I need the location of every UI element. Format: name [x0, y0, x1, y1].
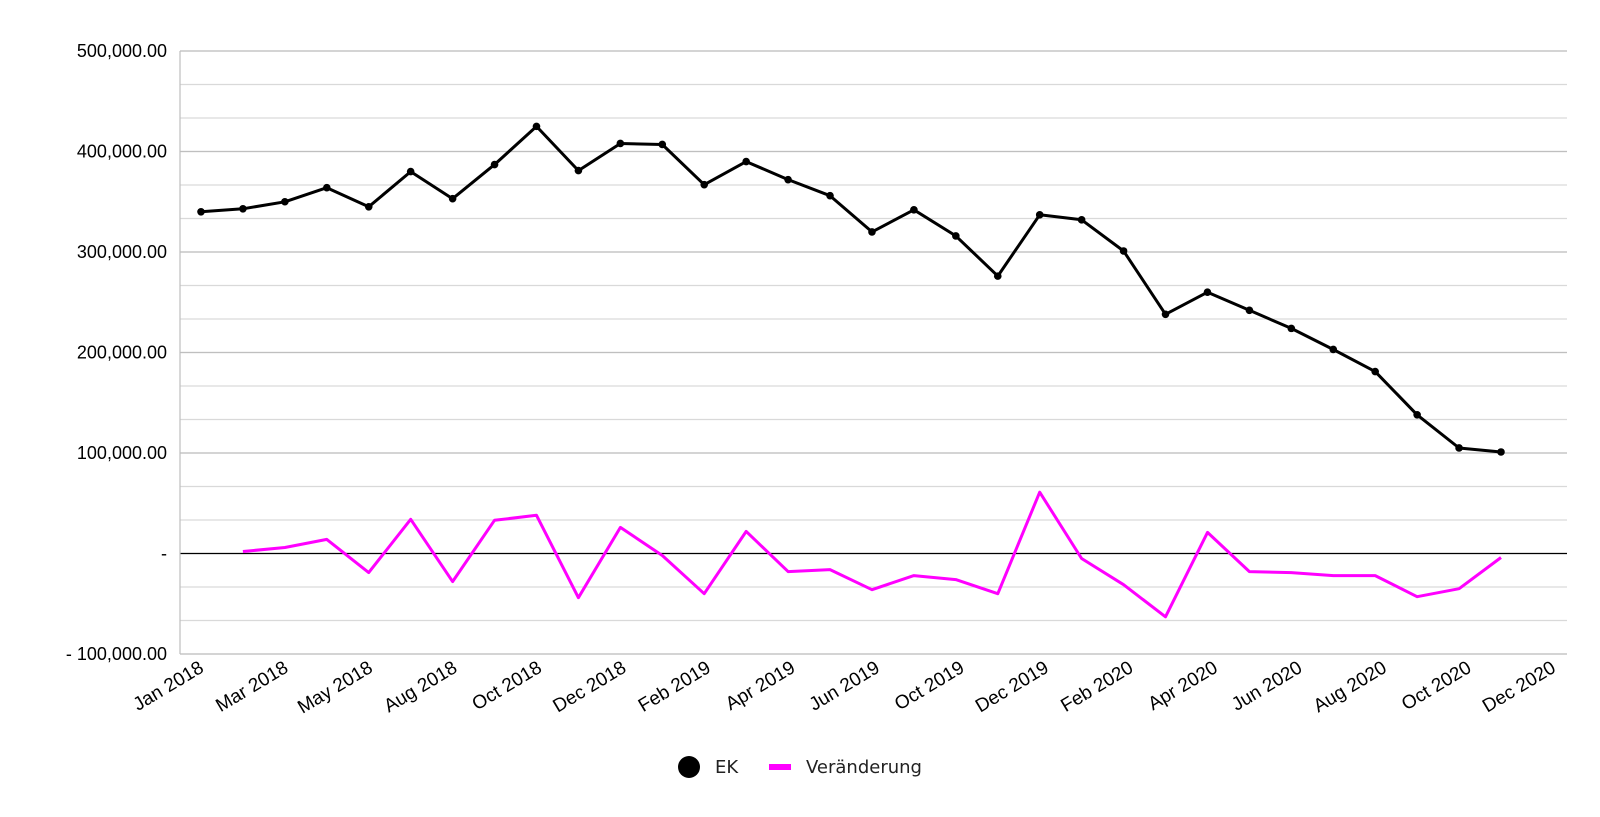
- data-point: [1329, 345, 1338, 354]
- data-point: [281, 197, 289, 206]
- x-tick-label: Oct 2018: [469, 657, 546, 715]
- y-tick-label: 100,000.00: [77, 443, 167, 463]
- x-tick-label: Aug 2020: [1310, 657, 1391, 717]
- data-point: [658, 140, 667, 149]
- data-point: [1497, 448, 1505, 456]
- y-tick-label: 200,000.00: [77, 343, 167, 363]
- data-point: [910, 205, 918, 214]
- data-point: [1203, 288, 1212, 297]
- x-tick-label: Aug 2018: [381, 657, 462, 717]
- x-tick-label: Jan 2018: [130, 657, 208, 715]
- x-tick-label: May 2018: [294, 657, 376, 718]
- x-tick-label: Jun 2020: [1228, 657, 1306, 715]
- data-point: [784, 175, 792, 184]
- y-tick-label: -: [161, 544, 167, 564]
- data-point: [1287, 324, 1296, 333]
- series-line-0: [200, 124, 1502, 454]
- x-tick-label: Dec 2018: [550, 657, 631, 717]
- data-point: [574, 166, 583, 175]
- x-tick-label: Mar 2018: [212, 657, 292, 716]
- data-point: [700, 180, 709, 189]
- x-axis-ticks: Jan 2018 Mar 2018 May 2018 Aug 2018 Oct 2018…: [130, 657, 1560, 718]
- y-tick-label: 500,000.00: [77, 41, 167, 61]
- data-point: [406, 167, 415, 176]
- y-axis-ticks: 500,000.00 400,000.00 300,000.00 200,000.00…: [66, 41, 167, 664]
- x-tick-label: Apr 2020: [1145, 657, 1222, 715]
- legend-marker-veraenderung: [769, 764, 791, 770]
- data-point: [1245, 306, 1254, 315]
- y-tick-label: 400,000.00: [77, 142, 167, 162]
- legend-marker-ek: [678, 756, 700, 778]
- data-point: [197, 208, 205, 216]
- gridlines: [180, 50, 1567, 655]
- y-tick-label: 300,000.00: [77, 242, 167, 262]
- data-point: [993, 272, 1002, 280]
- legend: EK Veränderung: [678, 756, 922, 778]
- data-point: [1371, 367, 1379, 376]
- series-layer: [197, 122, 1505, 619]
- x-tick-label: Feb 2019: [635, 657, 715, 716]
- y-tick-label: - 100,000.00: [66, 644, 167, 664]
- data-point: [323, 183, 331, 192]
- data-point: [1413, 411, 1421, 419]
- data-point: [742, 157, 750, 166]
- data-point: [364, 202, 373, 211]
- data-point: [616, 139, 625, 148]
- legend-label-veraenderung: Veränderung: [806, 757, 922, 778]
- data-point: [448, 194, 457, 203]
- data-point: [1161, 310, 1170, 319]
- data-point: [532, 122, 541, 131]
- data-point: [826, 191, 834, 200]
- data-point: [952, 232, 960, 240]
- data-point: [1119, 247, 1128, 255]
- x-tick-label: Oct 2020: [1398, 657, 1475, 715]
- series-line-1: [242, 490, 1502, 619]
- x-tick-label: Jun 2019: [806, 657, 884, 715]
- x-tick-label: Dec 2020: [1479, 657, 1560, 717]
- data-point: [1077, 216, 1086, 224]
- x-tick-label: Oct 2019: [891, 657, 968, 715]
- data-point: [1455, 444, 1463, 452]
- x-tick-label: Feb 2020: [1057, 657, 1137, 716]
- data-point: [1035, 211, 1044, 219]
- data-point: [490, 160, 499, 169]
- data-point: [868, 228, 876, 236]
- data-point: [239, 204, 247, 213]
- x-tick-label: Apr 2019: [722, 657, 799, 715]
- x-tick-label: Dec 2019: [972, 657, 1053, 717]
- legend-label-ek: EK: [715, 757, 739, 778]
